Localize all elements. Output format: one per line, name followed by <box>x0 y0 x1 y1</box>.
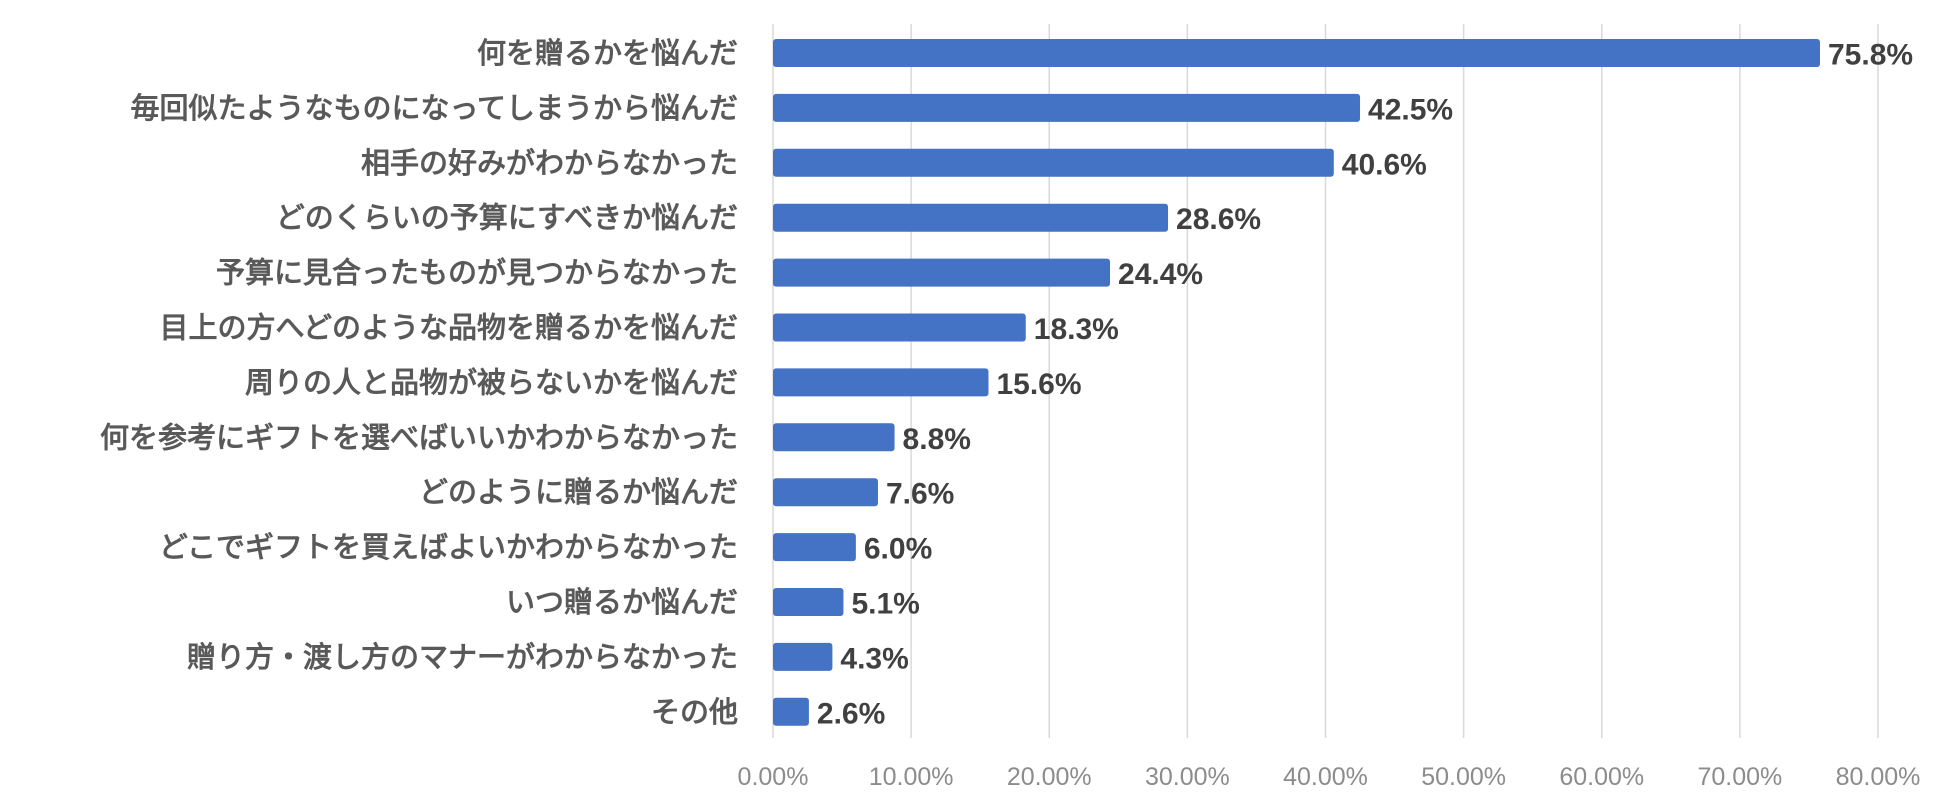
data-label: 75.8% <box>1828 39 1913 72</box>
data-label: 15.6% <box>996 368 1081 401</box>
x-tick-label: 50.00% <box>1421 763 1506 791</box>
data-label: 40.6% <box>1342 148 1427 181</box>
data-labels: 75.8% 42.5% 40.6% 28.6% 24.4% 18.3% 15.6% 8.8% 7… <box>817 39 1913 731</box>
data-label: 7.6% <box>886 478 954 511</box>
data-label: 28.6% <box>1176 203 1261 236</box>
bar <box>773 697 809 726</box>
data-label: 5.1% <box>851 588 919 621</box>
x-axis-ticks: 0.00% 10.00% 20.00% 30.00% 40.00% 50.00% 60.00… <box>738 763 1921 791</box>
bar <box>773 313 1026 342</box>
data-label: 4.3% <box>840 642 908 675</box>
category-label: 予算に見合ったものが見つからなかった <box>216 256 738 290</box>
data-label: 6.0% <box>864 533 932 566</box>
x-tick-label: 80.00% <box>1836 763 1921 791</box>
grid-lines <box>772 24 1879 738</box>
bar <box>773 203 1169 232</box>
data-label: 42.5% <box>1368 93 1453 126</box>
category-label: 毎回似たようなものになってしまうから悩んだ <box>130 91 738 125</box>
x-tick-label: 0.00% <box>738 763 809 791</box>
x-tick-label: 70.00% <box>1697 763 1782 791</box>
data-label: 24.4% <box>1118 258 1203 291</box>
data-label: 18.3% <box>1034 313 1119 346</box>
x-tick-label: 40.00% <box>1283 763 1368 791</box>
bar <box>773 533 856 562</box>
category-label: どのくらいの予算にすべきか悩んだ <box>276 201 738 235</box>
x-tick-label: 10.00% <box>869 763 954 791</box>
category-label: その他 <box>651 695 738 729</box>
category-label: 贈り方・渡し方のマナーがわからなかった <box>187 640 738 674</box>
bar <box>773 642 833 671</box>
x-tick-label: 30.00% <box>1145 763 1230 791</box>
bar <box>773 39 1820 67</box>
category-label: 何を参考にギフトを選べばいいかわからなかった <box>100 420 738 454</box>
category-label: どのように贈るか悩んだ <box>419 475 738 509</box>
category-label: 周りの人と品物が被らないかを悩んだ <box>245 365 738 399</box>
bar <box>773 423 895 452</box>
category-labels: 何を贈るかを悩んだ毎回似たようなものになってしまうから悩んだ相手の好みがわからな… <box>100 36 738 729</box>
bar <box>773 588 844 616</box>
category-label: いつ贈るか悩んだ <box>506 585 738 619</box>
x-tick-label: 60.00% <box>1559 763 1644 791</box>
category-label: 相手の好みがわからなかった <box>361 146 738 180</box>
bar <box>773 368 989 397</box>
data-label: 8.8% <box>903 423 971 456</box>
category-label: どこでギフトを買えばよいかわからなかった <box>159 530 738 564</box>
x-tick-label: 20.00% <box>1007 763 1092 791</box>
bar <box>773 93 1361 122</box>
data-label: 2.6% <box>817 697 885 730</box>
category-label: 目上の方へどのような品物を贈るかを悩んだ <box>159 311 738 345</box>
bar <box>773 148 1334 177</box>
bars <box>773 39 1820 726</box>
category-label: 何を贈るかを悩んだ <box>477 36 738 70</box>
bar <box>773 478 878 507</box>
bar <box>773 258 1111 287</box>
